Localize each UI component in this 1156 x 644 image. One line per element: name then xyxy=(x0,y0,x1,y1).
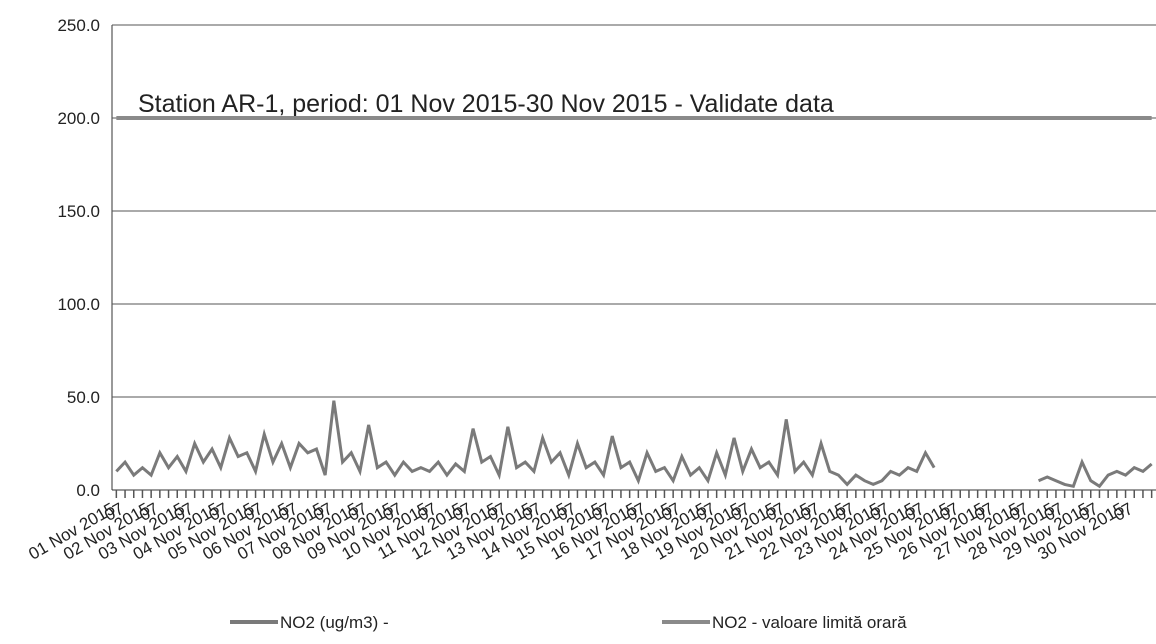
y-tick-label: 200.0 xyxy=(57,109,100,128)
series-line xyxy=(1037,458,1153,489)
y-tick-label: 100.0 xyxy=(57,295,100,314)
y-tick-label: 0.0 xyxy=(76,481,100,500)
chart-title: Station AR-1, period: 01 Nov 2015-30 Nov… xyxy=(138,90,834,118)
y-tick-label: 150.0 xyxy=(57,202,100,221)
y-tick-label: 50.0 xyxy=(67,388,100,407)
legend-label: NO2 (ug/m3) - xyxy=(280,613,389,632)
series-line xyxy=(115,400,936,487)
y-tick-label: 250.0 xyxy=(57,16,100,35)
legend-label: NO2 - valoare limită orară xyxy=(712,613,907,632)
